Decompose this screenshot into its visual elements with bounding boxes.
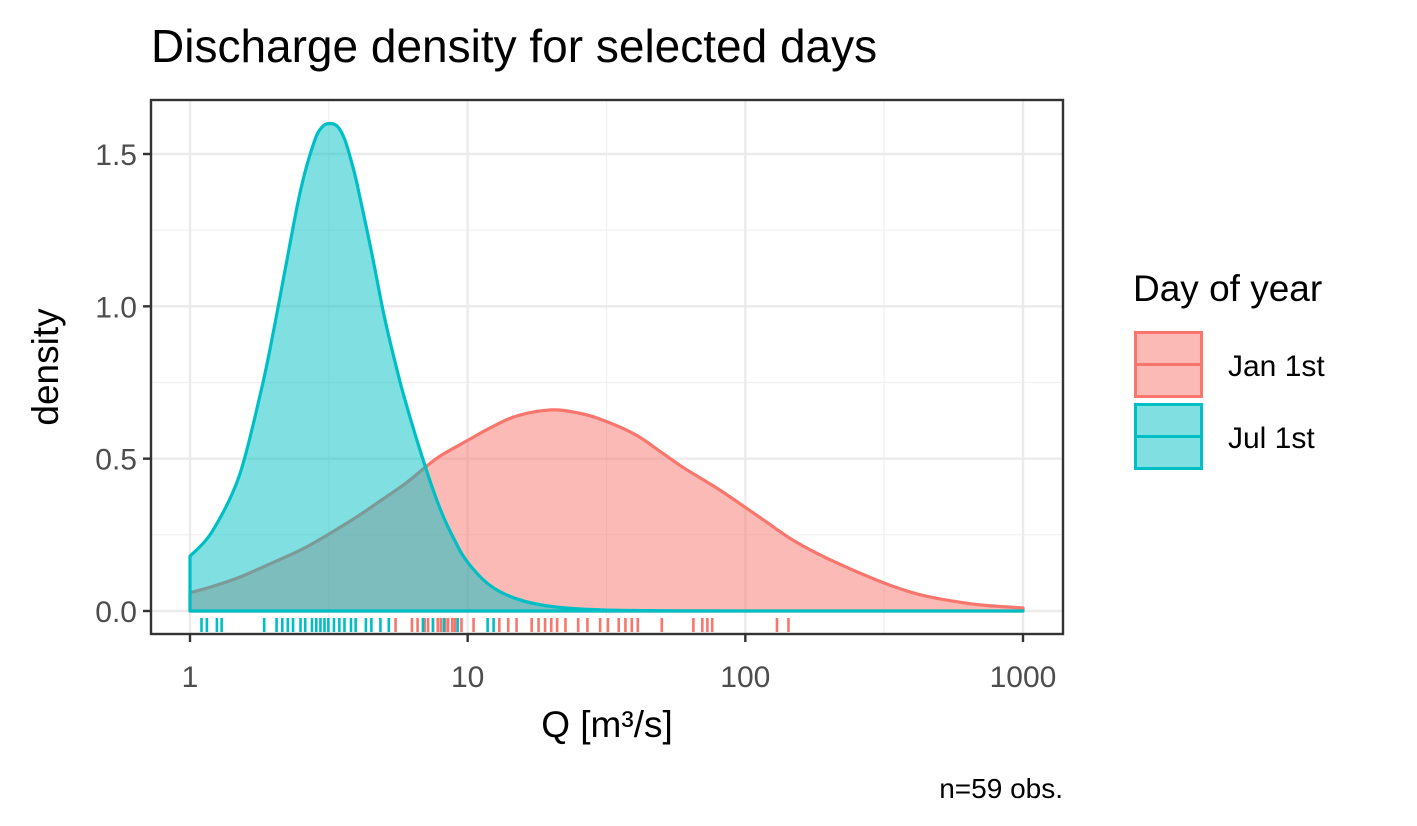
y-tick-label: 0.5 (95, 444, 137, 477)
y-axis-title: density (25, 308, 66, 426)
density-line-jul-1st (188, 121, 1025, 613)
chart-title: Discharge density for selected days (151, 20, 877, 72)
x-axis: 1 10 100 1000 (182, 634, 1057, 694)
legend-label-jan-1st: Jan 1st (1228, 350, 1325, 383)
legend-label-jul-1st: Jul 1st (1228, 422, 1315, 455)
caption: n=59 obs. (939, 773, 1063, 804)
x-axis-title: Q [m³/s] (541, 704, 673, 745)
x-tick-label: 1000 (990, 661, 1057, 694)
y-axis: 0.0 0.5 1.0 1.5 (95, 139, 151, 629)
plot-border (149, 98, 1065, 636)
x-tick-label: 1 (182, 661, 199, 694)
y-tick-label: 0.0 (95, 596, 137, 629)
density-areas (188, 121, 1025, 613)
legend: Day of year Jan 1st Jul 1st (1133, 268, 1325, 470)
x-tick-label: 100 (720, 661, 770, 694)
y-tick-label: 1.5 (95, 139, 137, 172)
panel-border (149, 98, 1065, 636)
y-tick-label: 1.0 (95, 291, 137, 324)
rug-marks (200, 618, 790, 632)
legend-title: Day of year (1133, 268, 1322, 309)
density-area-jul-1st (190, 123, 1023, 612)
x-tick-label: 10 (451, 661, 484, 694)
